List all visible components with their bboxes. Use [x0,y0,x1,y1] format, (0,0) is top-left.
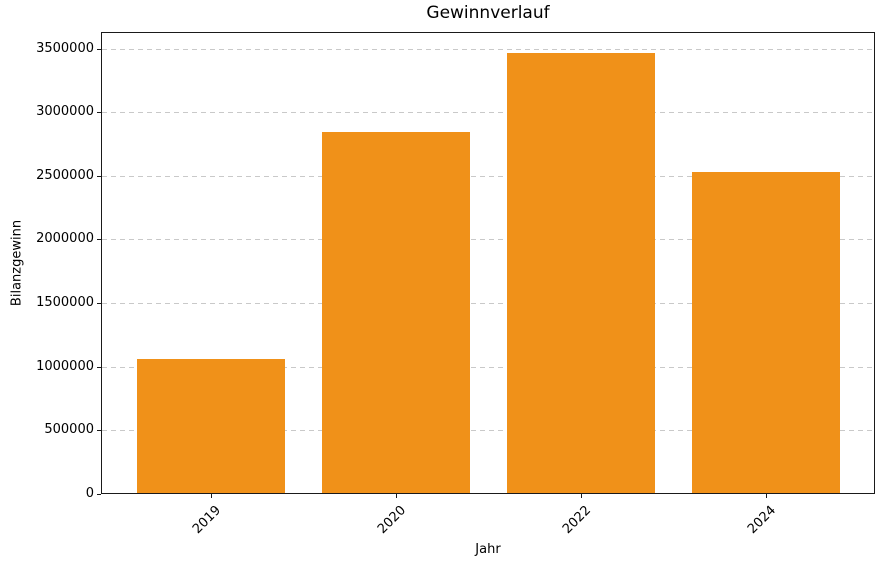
y-tick-label: 2500000 [36,167,94,183]
bar-2020 [321,132,470,493]
x-tick-mark [395,494,397,498]
y-tick-mark [97,175,101,177]
gridline [102,303,874,305]
x-tick-label: 2024 [745,502,780,538]
y-tick-mark [97,303,101,305]
y-tick-mark [97,494,101,495]
x-tick-label: 2020 [374,502,409,538]
y-tick-mark [97,239,101,241]
bar-2024 [692,172,841,493]
y-tick-mark [97,112,101,114]
gridline [102,430,874,432]
x-tick-mark [581,494,583,498]
y-tick-label: 3000000 [36,104,94,120]
x-tick-label: 2019 [189,502,224,538]
plot-area [101,32,875,494]
y-tick-label: 1000000 [36,358,94,374]
chart-title: Gewinnverlauf [426,3,550,23]
y-tick-label: 500000 [44,422,94,438]
y-tick-label: 2000000 [36,231,94,247]
gridline [102,112,874,114]
bar-2019 [136,359,285,493]
x-tick-mark [210,494,212,498]
gridline [102,48,874,50]
y-tick-label: 0 [85,486,94,501]
x-axis-label: Jahr [475,542,501,557]
y-tick-mark [97,430,101,432]
y-tick-label: 3500000 [36,40,94,56]
y-tick-mark [97,48,101,50]
gridline [102,175,874,177]
x-tick-label: 2022 [560,502,595,538]
x-tick-mark [766,494,768,498]
bar-2022 [507,53,656,493]
gridline [102,239,874,241]
y-tick-mark [97,366,101,368]
gridline [102,366,874,368]
y-tick-label: 1500000 [36,295,94,311]
